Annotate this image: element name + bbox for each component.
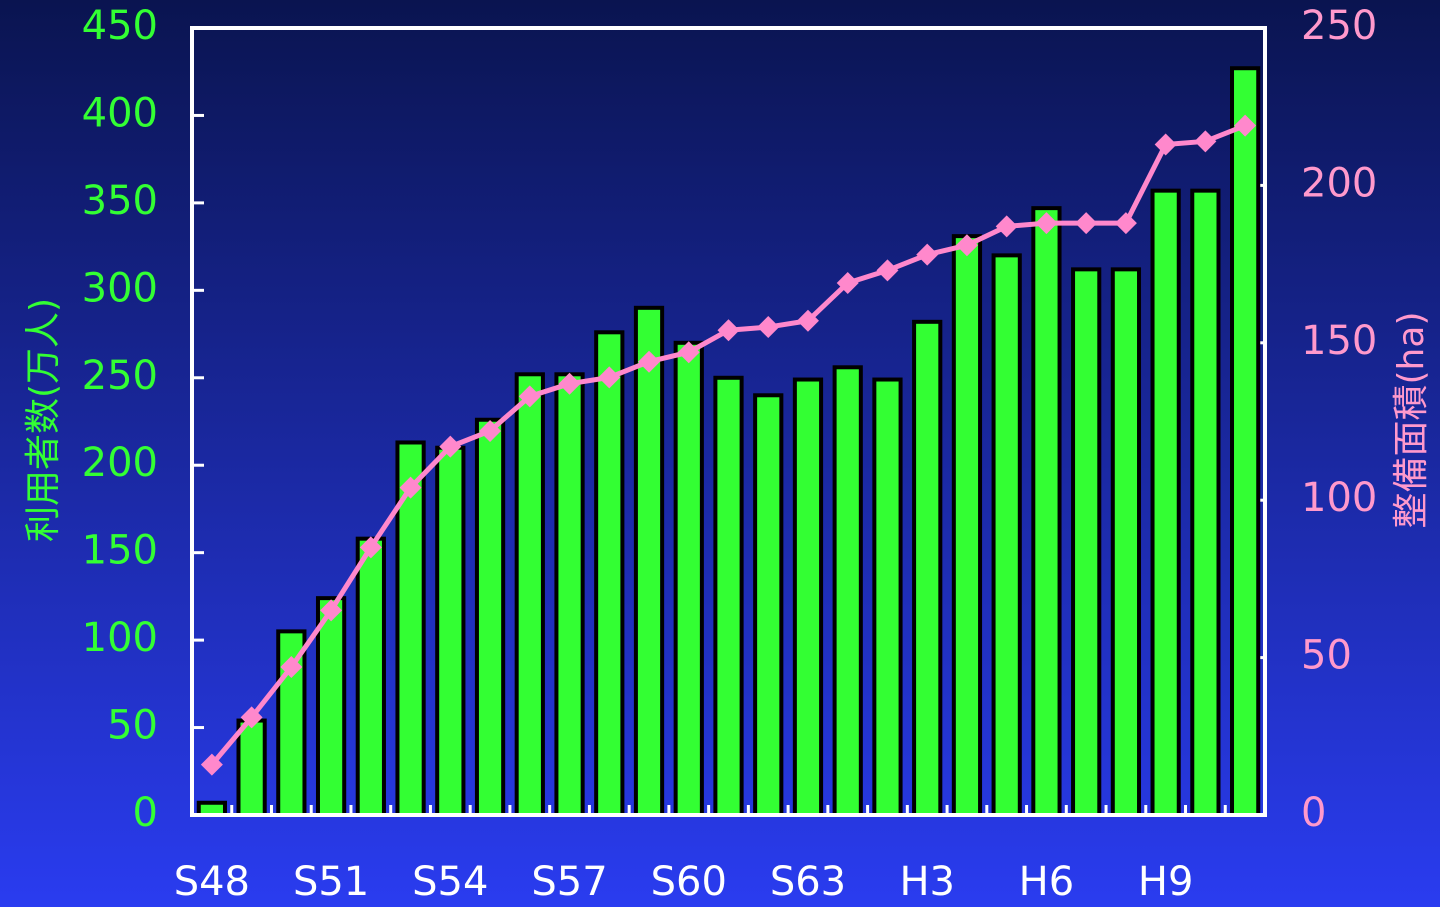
y2-axis-title: 整備面積(ha) — [1391, 312, 1432, 529]
line-marker — [717, 319, 740, 342]
line-marker — [916, 243, 939, 266]
y-tick-label: 100 — [82, 615, 158, 661]
bar — [1150, 188, 1181, 817]
bar — [872, 377, 903, 817]
y-tick-label: 400 — [82, 90, 158, 136]
line-marker — [399, 476, 422, 499]
line-marker — [1114, 212, 1137, 235]
plot-frame — [190, 26, 1267, 817]
line-marker — [955, 234, 978, 257]
line-marker — [240, 706, 263, 729]
bar — [315, 596, 347, 817]
y-tick-label: 300 — [82, 265, 158, 311]
x-tick-label: S57 — [531, 859, 607, 905]
y2-tick-label: 50 — [1301, 633, 1352, 679]
line-marker — [1035, 212, 1058, 235]
x-tick-label: S63 — [770, 859, 846, 905]
line-marker — [359, 536, 382, 559]
bar — [792, 377, 824, 817]
x-tick-label: S48 — [174, 859, 250, 905]
bar — [554, 372, 585, 817]
y2-tick-label: 150 — [1301, 318, 1377, 364]
line-marker — [558, 372, 581, 395]
bar — [355, 536, 386, 817]
bar — [1110, 267, 1142, 817]
y2-tick-label: 0 — [1301, 790, 1326, 836]
line-marker — [995, 215, 1018, 238]
bar — [1190, 188, 1221, 817]
line-marker — [796, 309, 819, 332]
x-tick-label: H6 — [1019, 859, 1075, 905]
bar — [594, 330, 625, 817]
bar — [514, 372, 545, 817]
y-tick-label: 250 — [82, 353, 158, 399]
line-marker — [876, 259, 899, 282]
bar — [1230, 66, 1261, 818]
bar — [1071, 267, 1102, 817]
line-marker — [280, 656, 303, 679]
y2-tick-label: 100 — [1301, 475, 1377, 521]
line-marker — [1075, 212, 1098, 235]
bar — [912, 319, 943, 817]
bar — [236, 718, 267, 817]
y2-tick-label: 200 — [1301, 160, 1377, 206]
line-marker — [439, 435, 462, 458]
line-marker — [479, 419, 502, 442]
line-marker — [598, 366, 621, 389]
x-tick-label: S60 — [651, 859, 727, 905]
line-marker — [836, 271, 859, 294]
bar — [713, 375, 744, 817]
bar — [474, 417, 506, 817]
y2-tick-label: 250 — [1301, 3, 1377, 49]
line-marker — [677, 341, 700, 364]
line-marker — [320, 599, 343, 622]
y-tick-label: 200 — [82, 440, 158, 486]
line-marker — [200, 753, 223, 776]
y-tick-label: 50 — [107, 703, 158, 749]
bar — [633, 305, 665, 817]
line-marker — [518, 385, 541, 408]
line-marker — [1234, 114, 1257, 137]
bar — [832, 365, 863, 817]
bar — [673, 340, 704, 817]
bar — [435, 445, 466, 817]
bar — [991, 253, 1022, 818]
x-tick-label: H9 — [1138, 859, 1194, 905]
line-marker — [1154, 133, 1177, 156]
y-tick-label: 0 — [133, 790, 158, 836]
y-tick-label: 350 — [82, 178, 158, 224]
bar — [753, 393, 784, 817]
x-tick-label: H3 — [899, 859, 955, 905]
y-tick-label: 450 — [82, 3, 158, 49]
line-marker — [757, 316, 780, 339]
x-tick-label: S54 — [412, 859, 488, 905]
x-tick-label: S51 — [293, 859, 369, 905]
bar — [951, 234, 983, 817]
y-tick-label: 150 — [82, 528, 158, 574]
bar — [1031, 206, 1062, 817]
line-marker — [638, 350, 661, 373]
y-axis-title: 利用者数(万人) — [23, 298, 64, 542]
line-marker — [1194, 130, 1217, 153]
